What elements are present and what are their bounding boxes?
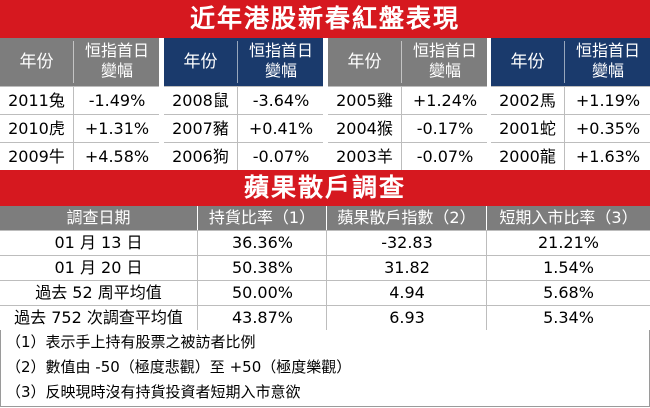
survey-header-entry: 短期入市比率（3） (487, 206, 650, 230)
survey-holding-cell: 36.36% (197, 231, 327, 255)
change-header-line1: 恒指首日 (84, 41, 149, 60)
change-header-line2: 變幅 (100, 61, 133, 80)
survey-entry-cell: 5.68% (486, 281, 650, 305)
survey-date-cell: 過去 752 次調查平均值 (14, 308, 183, 327)
year-cell: 2011兔 (8, 91, 65, 110)
cny-table-2: 年份 恒指首日 變幅 2008鼠 -3.64% 2007豬 +0.41% 200… (164, 38, 323, 170)
change-cell: +1.24% (401, 87, 488, 114)
year-cell: 2003羊 (336, 147, 393, 166)
table-row: 2010虎 +1.31% (0, 114, 159, 142)
change-cell: -3.64% (237, 87, 324, 114)
table-row: 2011兔 -1.49% (0, 86, 159, 114)
survey-index-cell: 31.82 (326, 256, 487, 280)
change-cell: +0.35% (564, 115, 650, 142)
change-header-line1: 恒指首日 (575, 41, 640, 60)
footnote-1: （1）表示手上持有股票之被訪者比例 (6, 333, 256, 351)
change-header-line1: 恒指首日 (248, 41, 313, 60)
year-header: 年份 (19, 52, 54, 72)
survey-header-index: 蘋果散戶指數（2） (327, 206, 487, 230)
year-cell: 2004猴 (336, 119, 393, 138)
survey-header-date: 調查日期 (0, 206, 198, 230)
table-row: 2001蛇 +0.35% (491, 114, 650, 142)
change-header: 恒指首日 變幅 (73, 41, 160, 83)
year-header: 年份 (347, 52, 382, 72)
year-header: 年份 (183, 52, 218, 72)
year-cell: 2000龍 (499, 147, 556, 166)
survey-index-cell: 6.93 (326, 306, 487, 330)
change-cell: -1.49% (73, 87, 160, 114)
change-cell: +0.41% (237, 115, 324, 142)
change-cell: +1.63% (564, 143, 650, 170)
survey-holding-cell: 50.38% (197, 256, 327, 280)
table-row: 2002馬 +1.19% (491, 86, 650, 114)
year-cell: 2008鼠 (172, 91, 229, 110)
change-header: 恒指首日 變幅 (237, 41, 324, 83)
survey-holding-cell: 43.87% (197, 306, 327, 330)
table-row: 2009牛 +4.58% (0, 142, 159, 170)
survey-entry-cell: 1.54% (486, 256, 650, 280)
table-row: 2005雞 +1.24% (328, 86, 487, 114)
survey-date-cell: 01 月 20 日 (54, 258, 143, 277)
year-cell: 2010虎 (8, 119, 65, 138)
survey-entry-cell: 21.21% (486, 231, 650, 255)
table-row: 過去 52 周平均值 50.00% 4.94 5.68% (0, 280, 650, 305)
footnotes: （1）表示手上持有股票之被訪者比例 （2）數值由 -50（極度悲觀）至 +50（… (6, 330, 646, 405)
table-row: 2008鼠 -3.64% (164, 86, 323, 114)
cny-table-header: 年份 恒指首日 變幅 (164, 38, 323, 86)
year-cell: 2005雞 (336, 91, 393, 110)
change-header-line1: 恒指首日 (412, 41, 477, 60)
change-header: 恒指首日 變幅 (564, 41, 650, 83)
change-cell: +1.19% (564, 87, 650, 114)
table-row: 2007豬 +0.41% (164, 114, 323, 142)
cny-table-header: 年份 恒指首日 變幅 (491, 38, 650, 86)
year-cell: 2009牛 (8, 147, 65, 166)
cny-table-1: 年份 恒指首日 變幅 2011兔 -1.49% 2010虎 +1.31% 200… (0, 38, 159, 170)
cny-table-header: 年份 恒指首日 變幅 (328, 38, 487, 86)
footnote-2: （2）數值由 -50（極度悲觀）至 +50（極度樂觀） (6, 358, 352, 376)
change-cell: -0.07% (401, 143, 488, 170)
year-cell: 2002馬 (499, 91, 556, 110)
change-header: 恒指首日 變幅 (401, 41, 488, 83)
table-row: 01 月 20 日 50.38% 31.82 1.54% (0, 255, 650, 280)
survey-header-holding: 持貨比率（1） (198, 206, 327, 230)
change-header-line2: 變幅 (264, 61, 297, 80)
change-cell: +4.58% (73, 143, 160, 170)
change-cell: +1.31% (73, 115, 160, 142)
cny-table-4: 年份 恒指首日 變幅 2002馬 +1.19% 2001蛇 +0.35% 200… (491, 38, 650, 170)
change-header-line2: 變幅 (591, 61, 624, 80)
table-row: 01 月 13 日 36.36% -32.83 21.21% (0, 230, 650, 255)
change-cell: -0.07% (237, 143, 324, 170)
table-row: 2000龍 +1.63% (491, 142, 650, 170)
year-header: 年份 (510, 52, 545, 72)
change-cell: -0.17% (401, 115, 488, 142)
survey-date-cell: 01 月 13 日 (54, 233, 143, 252)
table-row: 2006狗 -0.07% (164, 142, 323, 170)
table-row: 過去 752 次調查平均值 43.87% 6.93 5.34% (0, 305, 650, 330)
survey-index-cell: 4.94 (326, 281, 487, 305)
footnote-3: （3）反映現時沒有持貨投資者短期入市意欲 (6, 383, 301, 401)
table-row: 2004猴 -0.17% (328, 114, 487, 142)
year-cell: 2001蛇 (499, 119, 556, 138)
survey-index-cell: -32.83 (326, 231, 487, 255)
survey-date-cell: 過去 52 周平均值 (35, 283, 162, 302)
year-cell: 2007豬 (172, 119, 229, 138)
cny-table-header: 年份 恒指首日 變幅 (0, 38, 159, 86)
survey-entry-cell: 5.34% (486, 306, 650, 330)
year-cell: 2006狗 (172, 147, 229, 166)
cny-table-3: 年份 恒指首日 變幅 2005雞 +1.24% 2004猴 -0.17% 200… (328, 38, 487, 170)
survey-holding-cell: 50.00% (197, 281, 327, 305)
title-banner-cny: 近年港股新春紅盤表現 (0, 0, 650, 38)
table-row: 2003羊 -0.07% (328, 142, 487, 170)
change-header-line2: 變幅 (428, 61, 461, 80)
title-banner-survey: 蘋果散戶調查 (0, 170, 650, 206)
